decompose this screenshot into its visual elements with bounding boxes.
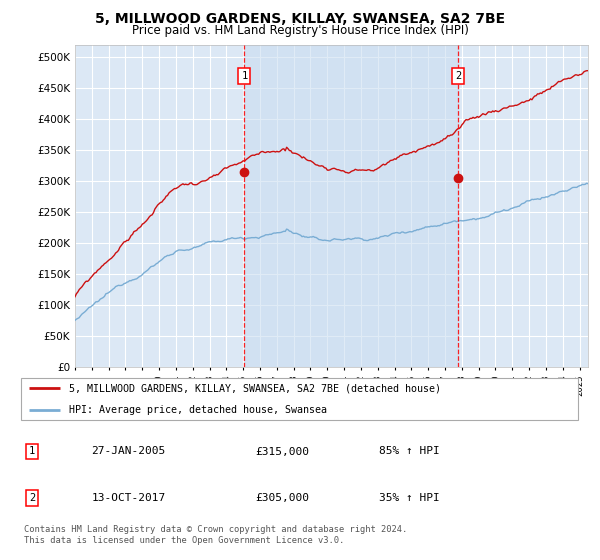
Text: 85% ↑ HPI: 85% ↑ HPI <box>379 446 440 456</box>
Text: 5, MILLWOOD GARDENS, KILLAY, SWANSEA, SA2 7BE: 5, MILLWOOD GARDENS, KILLAY, SWANSEA, SA… <box>95 12 505 26</box>
Text: HPI: Average price, detached house, Swansea: HPI: Average price, detached house, Swan… <box>69 405 327 415</box>
Text: 35% ↑ HPI: 35% ↑ HPI <box>379 493 440 503</box>
Text: Price paid vs. HM Land Registry's House Price Index (HPI): Price paid vs. HM Land Registry's House … <box>131 24 469 36</box>
Text: Contains HM Land Registry data © Crown copyright and database right 2024.
This d: Contains HM Land Registry data © Crown c… <box>23 525 407 545</box>
Text: 2: 2 <box>29 493 35 503</box>
Text: 1: 1 <box>241 71 247 81</box>
Text: 13-OCT-2017: 13-OCT-2017 <box>91 493 166 503</box>
Bar <box>244 45 458 367</box>
Text: 27-JAN-2005: 27-JAN-2005 <box>91 446 166 456</box>
FancyBboxPatch shape <box>21 377 578 421</box>
Text: 5, MILLWOOD GARDENS, KILLAY, SWANSEA, SA2 7BE (detached house): 5, MILLWOOD GARDENS, KILLAY, SWANSEA, SA… <box>69 383 441 393</box>
Text: 2: 2 <box>455 71 461 81</box>
Text: 1: 1 <box>29 446 35 456</box>
Text: £305,000: £305,000 <box>255 493 309 503</box>
Text: £315,000: £315,000 <box>255 446 309 456</box>
